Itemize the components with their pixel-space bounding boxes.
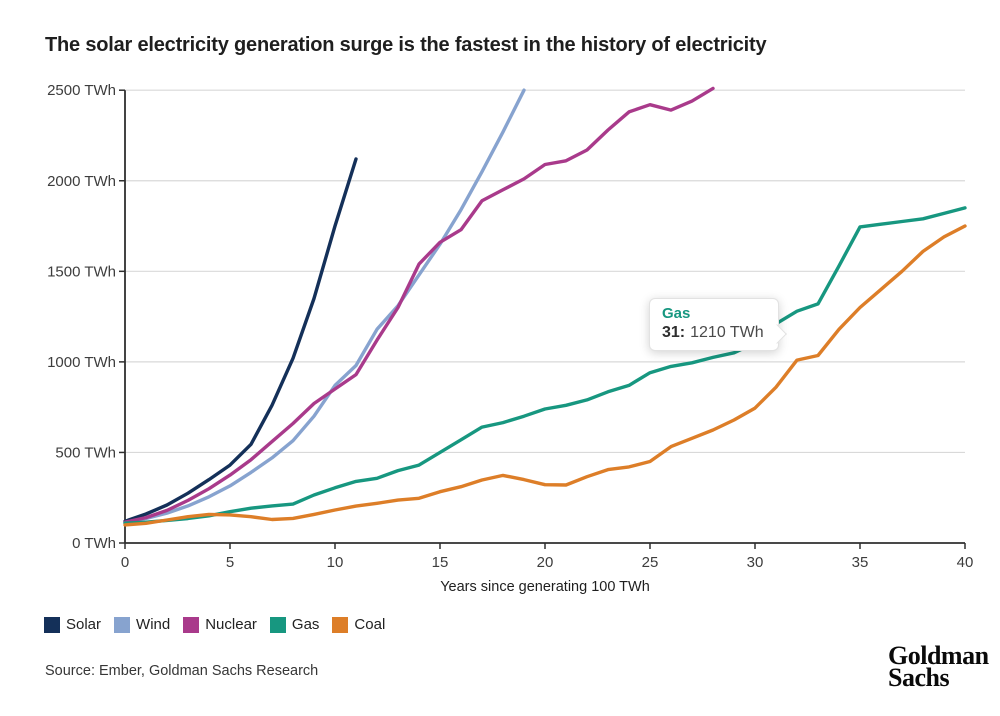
tooltip-x-label: 31: [662, 324, 686, 341]
legend: Solar Wind Nuclear Gas Coal [44, 616, 385, 633]
legend-item-gas[interactable]: Gas [269, 616, 320, 633]
y-tick-label-2000: 2000 TWh [47, 173, 116, 190]
x-tick-label-40: 40 [957, 554, 974, 571]
tooltip-value-text: 1210 TWh [690, 324, 764, 341]
tooltip-value: 31: 1210 TWh [662, 324, 764, 342]
x-tick-label-35: 35 [852, 554, 869, 571]
x-axis-title: Years since generating 100 TWh [440, 579, 650, 595]
legend-label-coal: Coal [354, 616, 386, 633]
y-tick-label-500: 500 TWh [55, 444, 116, 461]
y-tick-label-2500: 2500 TWh [47, 82, 116, 99]
x-tick-label-15: 15 [432, 554, 449, 571]
y-tick-label-1500: 1500 TWh [47, 263, 116, 280]
x-tick-label-10: 10 [327, 554, 344, 571]
legend-item-wind[interactable]: Wind [114, 616, 170, 633]
goldman-sachs-logo-line2: Sachs [888, 663, 950, 692]
legend-swatch-wind [114, 616, 131, 633]
series-line-wind[interactable] [123, 88, 526, 525]
tooltip-series-label: Gas [662, 305, 691, 322]
legend-swatch-gas [269, 616, 286, 633]
source-note: Source: Ember, Goldman Sachs Research [45, 663, 319, 679]
x-tick-label-0: 0 [121, 554, 129, 571]
goldman-sachs-logo: Goldman Sachs [888, 641, 989, 692]
legend-label-solar: Solar [66, 616, 102, 633]
legend-swatch-solar [44, 616, 60, 633]
series-line-nuclear[interactable] [123, 86, 715, 524]
legend-label-wind: Wind [136, 616, 171, 633]
chart-title: The solar electricity generation surge i… [45, 34, 767, 56]
legend-item-coal[interactable]: Coal [332, 616, 385, 633]
series-line-gas[interactable] [123, 206, 967, 525]
goldman-sachs-logo-line1: Goldman [888, 641, 989, 670]
x-tick-label-25: 25 [642, 554, 659, 571]
x-tick-label-20: 20 [537, 554, 554, 571]
y-tick-label-1000: 1000 TWh [47, 354, 116, 371]
series-line-solar[interactable] [123, 157, 358, 523]
series-line-coal[interactable] [123, 224, 967, 527]
y-tick-label-0: 0 TWh [72, 535, 116, 552]
chart-canvas[interactable]: 0 TWh 500 TWh 1000 TWh 1500 TWh 2000 TWh 2500… [0, 0, 1000, 605]
legend-label-nuclear: Nuclear [205, 616, 257, 633]
legend-item-solar[interactable]: Solar [44, 616, 101, 633]
legend-item-nuclear[interactable]: Nuclear [183, 616, 257, 633]
x-tick-label-30: 30 [747, 554, 764, 571]
legend-swatch-coal [332, 616, 349, 633]
legend-swatch-nuclear [183, 616, 200, 633]
legend-label-gas: Gas [291, 616, 320, 633]
x-tick-label-5: 5 [226, 554, 234, 571]
tooltip: Gas 31: 1210 TWh [649, 298, 787, 351]
